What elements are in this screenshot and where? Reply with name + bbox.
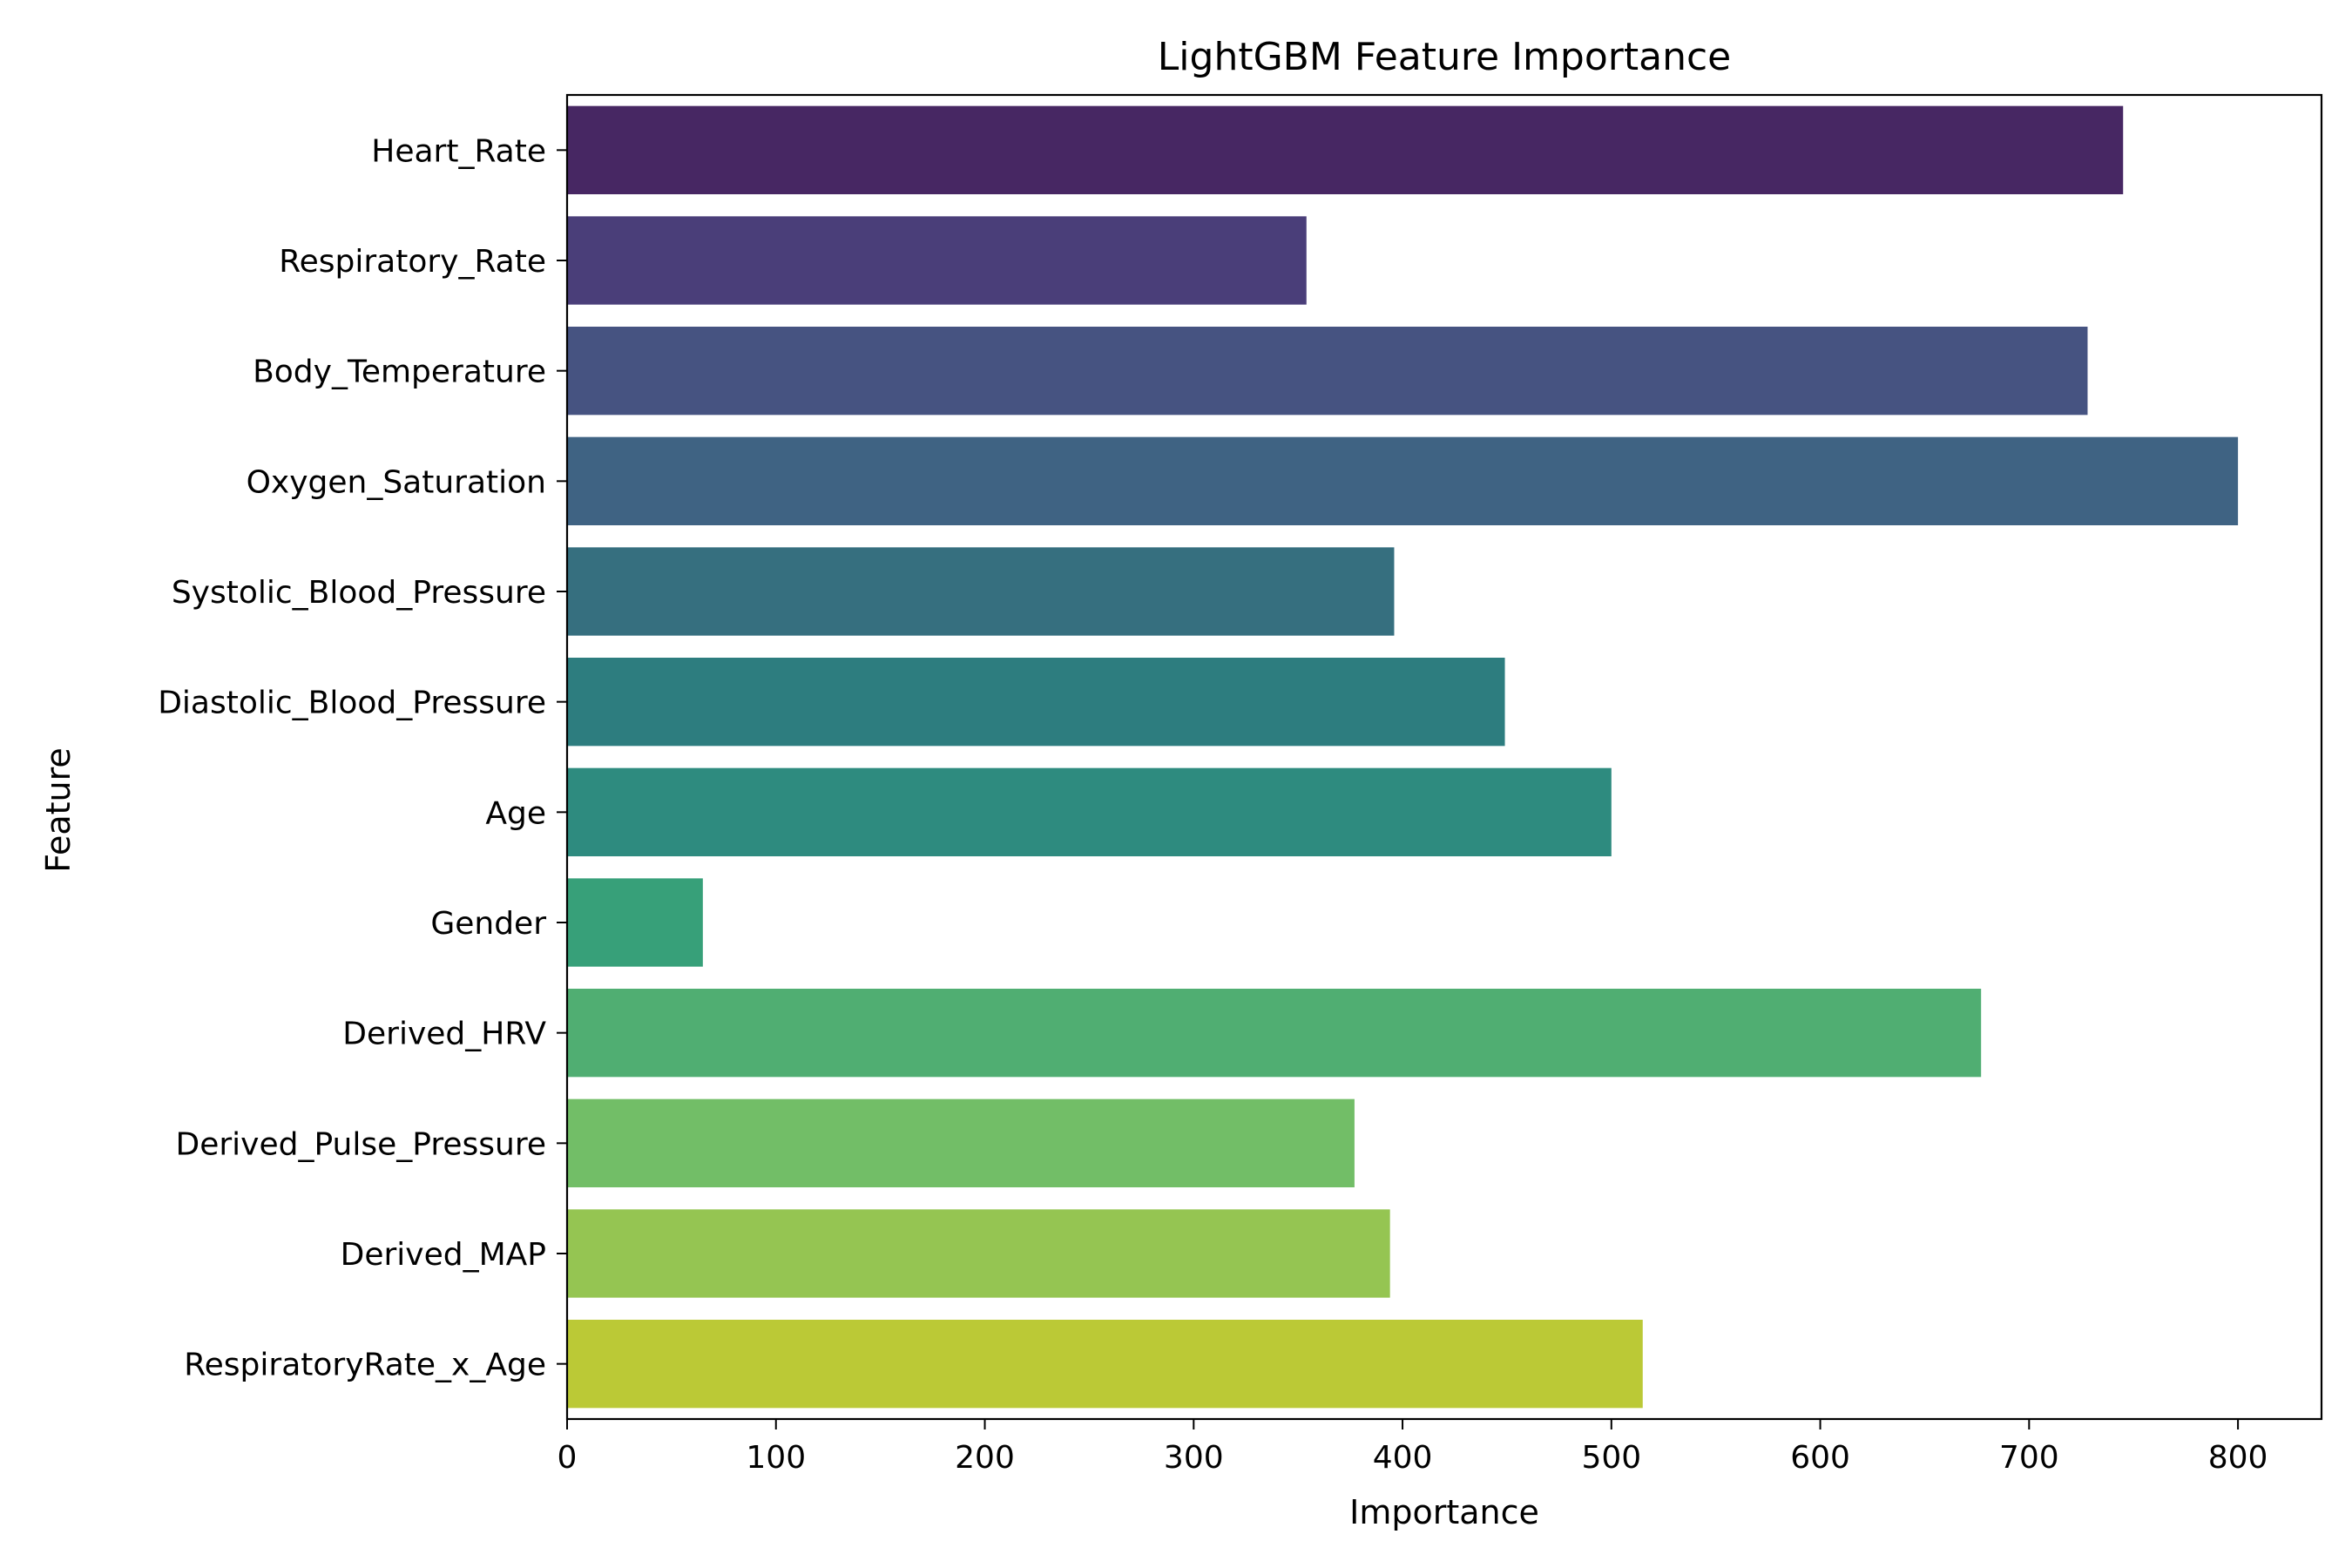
- y-axis-label: Feature: [39, 747, 78, 873]
- x-tick-label: 0: [558, 1440, 578, 1476]
- y-tick-label: Age: [485, 795, 546, 831]
- y-tick-label: Derived_MAP: [341, 1237, 546, 1273]
- y-axis-ticks: Heart_Rate Respiratory_Rate Body_Temperatu…: [158, 133, 567, 1383]
- x-tick-label: 200: [955, 1440, 1015, 1476]
- x-tick-label: 700: [1999, 1440, 2059, 1476]
- bar-respiratory-rate: [567, 216, 1307, 305]
- bars-group: [567, 105, 2239, 1409]
- x-axis-label: Importance: [1349, 1493, 1539, 1531]
- x-tick-label: 600: [1790, 1440, 1850, 1476]
- bar-body-temperature: [567, 327, 2088, 416]
- bar-respiratoryrate-x-age: [567, 1320, 1643, 1409]
- x-tick-label: 400: [1373, 1440, 1433, 1476]
- x-tick-label: 500: [1581, 1440, 1641, 1476]
- y-tick-label: Diastolic_Blood_Pressure: [158, 686, 546, 721]
- x-tick-label: 300: [1164, 1440, 1224, 1476]
- y-tick-label: Derived_HRV: [342, 1017, 546, 1052]
- bar-diastolic-blood-pressure: [567, 658, 1505, 747]
- y-tick-label: Gender: [430, 906, 546, 942]
- y-tick-label: Heart_Rate: [371, 133, 546, 169]
- bar-derived-map: [567, 1209, 1390, 1298]
- x-tick-label: 800: [2208, 1440, 2268, 1476]
- y-tick-label: RespiratoryRate_x_Age: [184, 1348, 546, 1383]
- y-tick-label: Oxygen_Saturation: [247, 464, 546, 500]
- plot-frame: [565, 93, 2323, 1421]
- y-tick-label: Derived_Pulse_Pressure: [176, 1126, 547, 1162]
- x-tick-label: 100: [746, 1440, 806, 1476]
- bar-derived-hrv: [567, 989, 1982, 1078]
- y-tick-label: Systolic_Blood_Pressure: [172, 575, 546, 611]
- chart-title: LightGBM Feature Importance: [1158, 35, 1731, 79]
- x-axis-ticks: 0 100 200 300 400 500 600 700 800: [558, 1419, 2268, 1476]
- y-tick-label: Respiratory_Rate: [279, 244, 546, 280]
- bar-age: [567, 767, 1612, 856]
- y-tick-label: Body_Temperature: [253, 355, 546, 390]
- bar-oxygen-saturation: [567, 436, 2239, 525]
- bar-systolic-blood-pressure: [567, 547, 1395, 636]
- bar-heart-rate: [567, 105, 2124, 194]
- bar-derived-pulse-pressure: [567, 1098, 1355, 1187]
- bar-gender: [567, 878, 703, 967]
